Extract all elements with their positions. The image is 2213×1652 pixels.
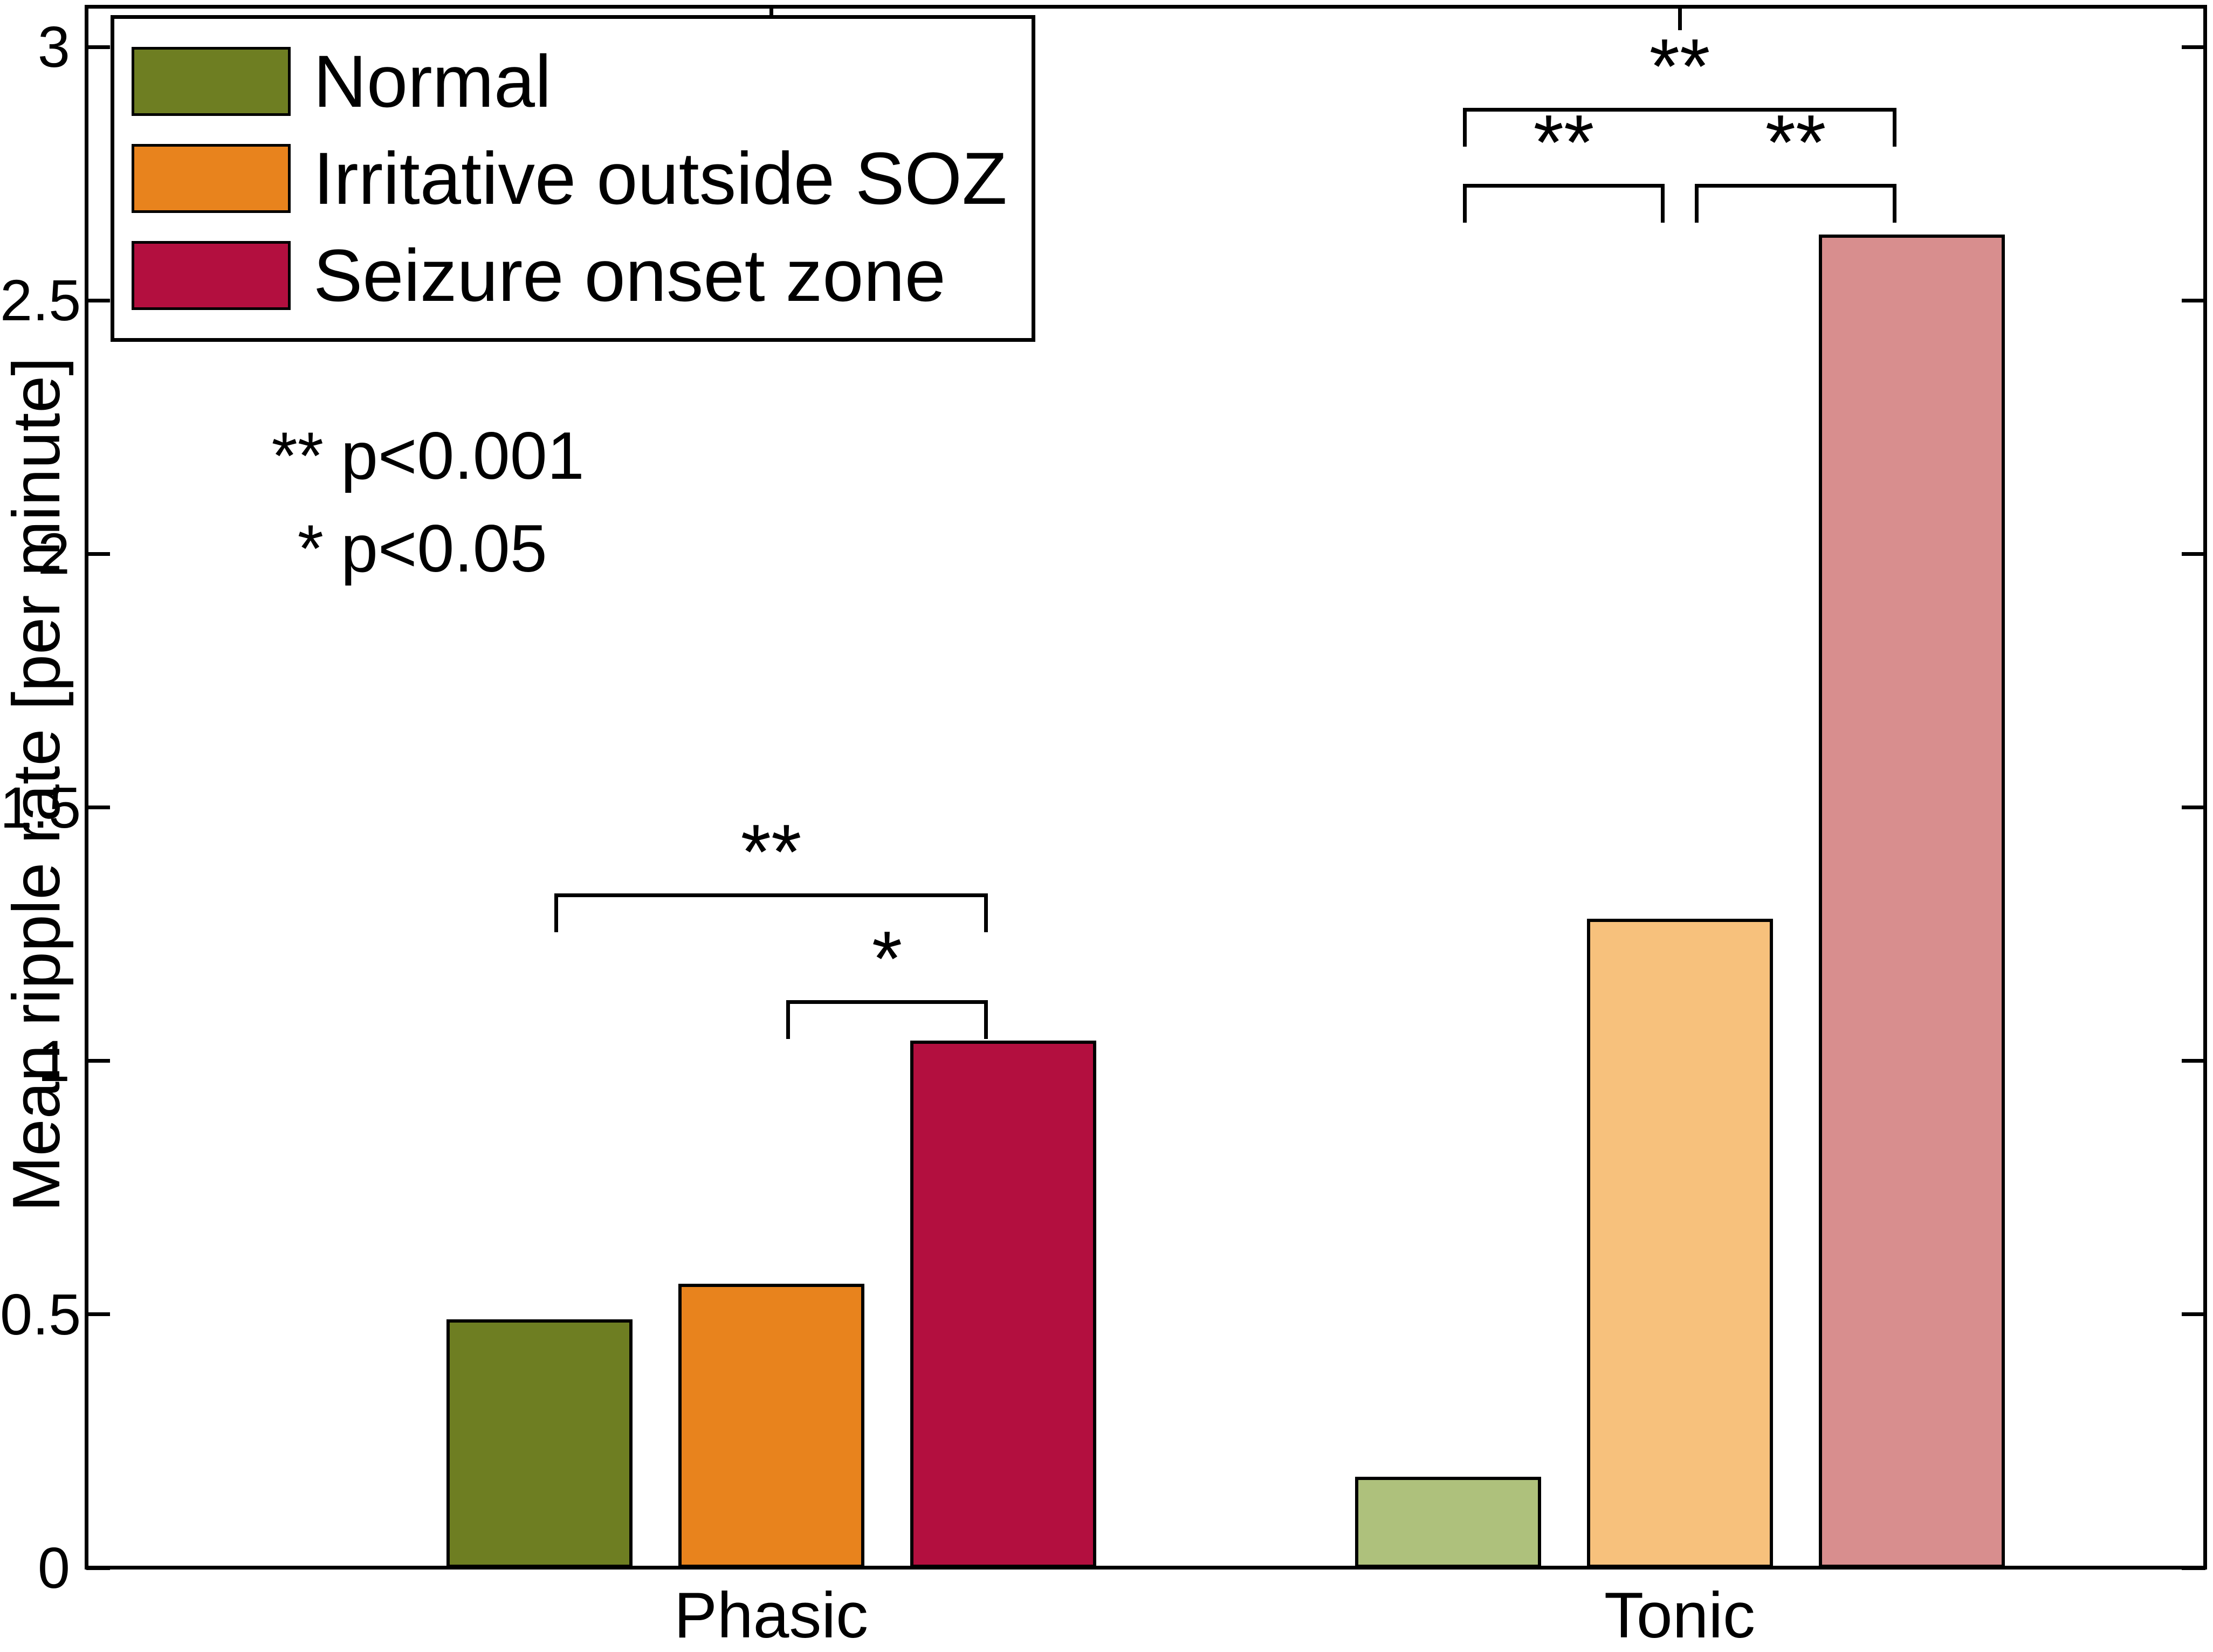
- legend-swatch: [132, 47, 291, 116]
- y-tick-mark: [86, 552, 110, 556]
- significance-label: **: [1649, 23, 1710, 111]
- p-note-row: * p<0.05: [226, 503, 585, 595]
- significance-bracket-phasic: [554, 893, 988, 933]
- y-tick-mark-right: [2182, 1566, 2205, 1570]
- legend-label: Seizure onset zone: [313, 234, 946, 317]
- legend-label: Normal: [313, 40, 552, 123]
- legend-item-normal: Normal: [132, 33, 1007, 130]
- y-tick-mark-right: [2182, 1312, 2205, 1317]
- legend-swatch: [132, 144, 291, 213]
- p-note-marker: *: [297, 512, 324, 586]
- bar-phasic-irritative-outside-soz: [678, 1284, 864, 1568]
- significance-bracket-tonic: [1463, 184, 1665, 223]
- y-tick-mark-right: [2182, 298, 2205, 302]
- plot-frame: [85, 5, 2207, 1570]
- significance-bracket-phasic: [786, 1000, 988, 1039]
- significance-bracket-tonic: [1463, 108, 1896, 147]
- legend-label: Irritative outside SOZ: [313, 137, 1007, 220]
- bar-phasic-normal: [446, 1319, 633, 1568]
- y-tick-mark-right: [2182, 552, 2205, 556]
- significance-bracket-tonic: [1695, 184, 1896, 223]
- y-tick-label: 2: [37, 521, 70, 587]
- y-tick-mark: [86, 1566, 110, 1570]
- p-note-text: p<0.001: [341, 419, 585, 493]
- y-tick-mark: [86, 298, 110, 302]
- y-tick-label: 2.5: [0, 267, 81, 333]
- legend-swatch: [132, 241, 291, 310]
- bar-tonic-irritative-outside-soz: [1586, 919, 1773, 1568]
- x-category-label-phasic: Phasic: [673, 1579, 869, 1651]
- significance-label: *: [871, 914, 903, 1002]
- y-tick-mark: [86, 1059, 110, 1063]
- y-tick-label: 1.5: [0, 774, 81, 840]
- y-tick-label: 0: [37, 1535, 70, 1600]
- legend-item-seizure-onset-zone: Seizure onset zone: [132, 227, 1007, 324]
- x-category-label-tonic: Tonic: [1604, 1579, 1756, 1651]
- legend: Normal Irritative outside SOZ Seizure onse…: [111, 15, 1035, 342]
- y-tick-label: 0.5: [0, 1281, 81, 1347]
- significance-label: **: [1765, 99, 1826, 187]
- y-tick-mark-right: [2182, 1059, 2205, 1063]
- bar-tonic-seizure-onset-zone: [1818, 235, 2005, 1568]
- y-tick-mark: [86, 806, 110, 810]
- p-note-marker: **: [271, 419, 324, 493]
- p-note-row: ** p<0.001: [226, 410, 585, 503]
- legend-item-irritative-outside-soz: Irritative outside SOZ: [132, 130, 1007, 227]
- y-tick-label: 3: [37, 14, 70, 80]
- y-tick-mark: [86, 1312, 110, 1317]
- bar-tonic-normal: [1355, 1476, 1541, 1568]
- significance-label: **: [740, 808, 802, 896]
- significance-label: **: [1533, 99, 1595, 187]
- bar-phasic-seizure-onset-zone: [910, 1041, 1096, 1568]
- y-tick-mark-right: [2182, 45, 2205, 49]
- y-tick-label: 1: [37, 1028, 70, 1093]
- x-tick-mark-top: [1678, 6, 1682, 30]
- y-tick-mark-right: [2182, 806, 2205, 810]
- y-tick-mark: [86, 45, 110, 49]
- significance-note: ** p<0.001 * p<0.05: [226, 410, 585, 595]
- p-note-text: p<0.05: [341, 512, 547, 586]
